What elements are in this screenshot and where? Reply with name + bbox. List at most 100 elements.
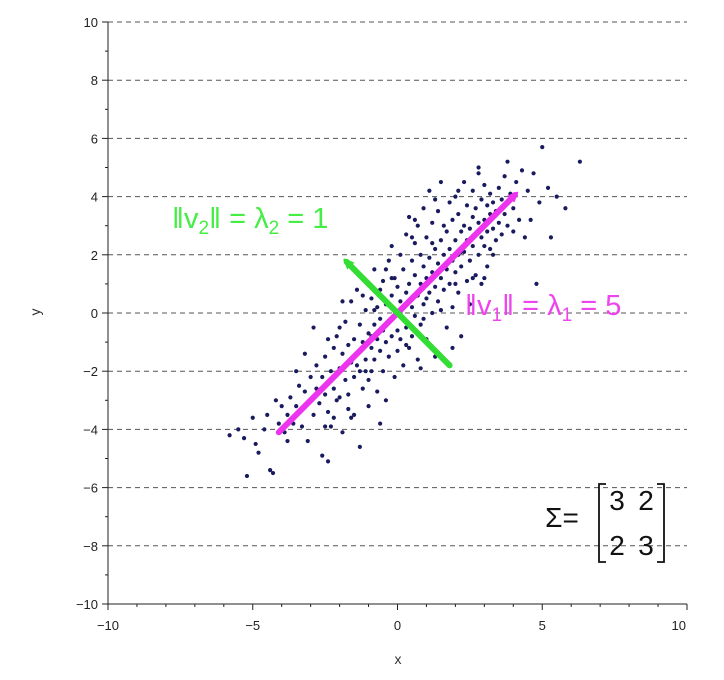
data-point [467,258,472,263]
data-point [525,188,530,193]
data-point [360,386,365,391]
data-point [488,191,493,196]
y-tick-label: 6 [91,131,98,146]
data-point [482,275,487,281]
data-point [430,220,435,225]
data-point [273,398,279,403]
data-point [415,223,420,228]
data-point [476,220,481,225]
data-point [317,401,322,406]
data-point [427,290,432,295]
data-point [378,421,383,426]
data-point [378,348,383,353]
data-point [459,264,464,269]
x-tick-label: 5 [539,618,546,633]
data-point [328,424,334,429]
eigenvector-v2 [347,262,453,369]
data-point [577,159,582,164]
y-tick-label: −8 [83,539,98,554]
data-point [470,188,475,193]
data-point [386,258,391,263]
data-point [389,334,394,339]
data-point [340,299,345,304]
data-point [511,206,516,211]
data-point [343,377,348,383]
data-point [325,337,331,342]
data-point [340,351,345,356]
sigma-symbol: Σ= [545,502,579,533]
data-point [302,389,307,394]
data-point [268,468,273,473]
data-point [453,281,458,286]
data-point [438,307,444,313]
data-point [456,188,461,193]
data-point [450,345,455,351]
data-point [325,459,331,464]
data-point [351,374,357,380]
data-point [453,194,458,199]
data-point [241,436,247,441]
data-point [479,235,484,240]
data-point [433,246,438,252]
data-point [389,243,394,249]
data-point [459,334,464,339]
data-point [461,179,467,185]
data-point [227,433,232,438]
data-point [470,243,475,249]
data-point [450,217,455,222]
grid-lines [108,21,687,547]
x-tick-label: 10 [672,618,686,633]
data-point [522,235,527,240]
data-point [430,241,435,246]
data-point [473,273,478,278]
y-tick-label: −10 [76,597,98,612]
data-point [343,319,348,324]
x-tick-label: −10 [97,618,119,633]
data-point [331,386,336,391]
data-point [482,182,487,188]
data-point [320,453,325,458]
data-point [488,246,493,252]
matrix-cell-11: 3 [609,485,625,516]
data-point [427,188,432,193]
data-point [406,281,412,286]
data-point [476,252,481,257]
data-point [378,316,383,321]
data-point [435,299,441,304]
data-point [340,430,345,435]
data-point [351,337,357,342]
y-tick-label: −4 [83,422,98,437]
data-point [412,273,417,278]
data-point [409,334,415,339]
data-point [389,275,394,281]
v1-annotation: ‖v1‖ = λ1 = 5 [465,290,621,326]
data-point [418,252,423,257]
data-point [398,337,403,342]
data-point [479,281,484,286]
data-point [470,214,475,220]
data-point [372,322,377,327]
data-point [346,342,351,348]
data-point [357,369,362,374]
data-point [461,223,467,228]
y-tick-label: 0 [91,306,98,321]
data-point [296,383,302,388]
data-point [485,264,490,269]
data-point [285,412,290,417]
data-point [433,197,438,202]
matrix-cell-21: 2 [609,530,625,561]
y-tick-label: 8 [91,73,98,88]
data-point [415,357,420,362]
data-point [479,197,484,202]
data-point [323,354,328,359]
data-point [395,284,400,289]
data-point [349,415,354,420]
data-point [383,398,389,403]
data-point [540,145,545,150]
data-point [392,275,397,281]
data-point [447,200,452,205]
data-point [496,220,501,225]
data-point [331,345,336,351]
data-point [366,331,371,336]
matrix-cell-22: 3 [638,530,654,561]
